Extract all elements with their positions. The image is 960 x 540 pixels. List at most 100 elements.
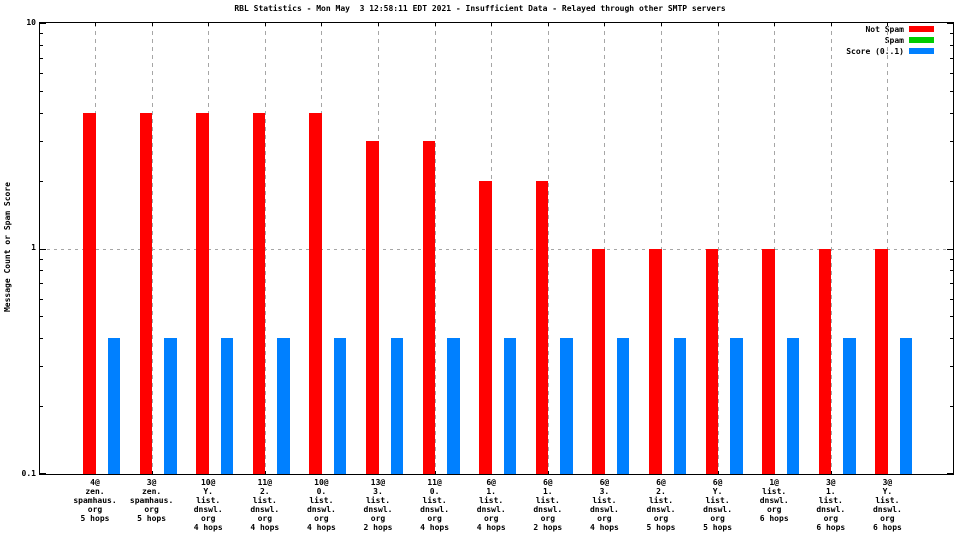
y-axis-tick: [950, 73, 953, 75]
x-axis-tick: [491, 471, 493, 474]
bar-score-0-1-: [616, 338, 630, 474]
x-tick-label-line: dnswl.: [759, 496, 789, 505]
legend-entry-score: Score (0..1): [846, 46, 934, 56]
legend-label-score: Score (0..1): [846, 46, 904, 56]
bar-score-0-1-: [220, 338, 234, 474]
x-axis-tick: [547, 471, 549, 474]
x-tick-label: 3@ 1. list. dnswl. org 6 hops: [798, 478, 864, 532]
x-axis-tick: [774, 23, 776, 26]
legend-entry-not-spam: Not Spam: [846, 24, 934, 34]
y-tick-label-0.1: 0.1: [21, 469, 36, 478]
x-tick-label-line: 3.: [599, 487, 610, 496]
x-axis-tick: [321, 471, 323, 474]
x-tick-label-line: list.: [818, 496, 843, 505]
x-axis-tick: [887, 471, 889, 474]
bar-not-spam: [309, 112, 322, 474]
x-tick-label-line: dnswl.: [306, 505, 336, 514]
y-axis-tick: [40, 73, 43, 75]
x-tick-label-line: dnswl.: [816, 505, 846, 514]
y-axis-tick: [950, 57, 953, 59]
x-tick-label: 3@ zen. spamhaus. org 5 hops: [119, 478, 185, 523]
legend-label-spam: Spam: [884, 35, 904, 45]
y-tick-label-10: 10: [26, 18, 36, 27]
x-tick-label-line: 4 hops: [420, 523, 450, 532]
x-tick-label-line: 4 hops: [476, 523, 506, 532]
x-axis-tick: [378, 471, 379, 474]
x-axis-tick: [151, 471, 153, 474]
bar-not-spam: [196, 112, 209, 474]
x-tick-label-line: 5 hops: [703, 523, 733, 532]
bar-score-0-1-: [390, 338, 403, 474]
x-tick-label: 6@ 1. list. dnswl. org 2 hops: [515, 478, 581, 532]
x-tick-label-line: 4 hops: [193, 523, 223, 532]
bar-score-0-1-: [164, 338, 177, 474]
x-tick-label-line: 6@: [542, 478, 553, 487]
x-axis-tick: [208, 471, 210, 474]
bar-score-0-1-: [673, 338, 686, 474]
x-tick-label-line: org: [144, 505, 159, 514]
x-tick-label-line: org: [597, 514, 612, 523]
y-axis-tick: [40, 473, 46, 474]
x-tick-label-line: dnswl.: [589, 505, 619, 514]
x-tick-label-line: dnswl.: [703, 505, 733, 514]
x-tick-label: 6@ 1. list. dnswl. org 4 hops: [458, 478, 524, 532]
legend: Not Spam Spam Score (0..1): [846, 24, 934, 56]
x-tick-label-line: 6 hops: [816, 523, 846, 532]
bar-score-0-1-: [730, 338, 743, 474]
x-tick-label-line: 1.: [486, 487, 496, 496]
x-tick-label: 10@ 0. list. dnswl. org 4 hops: [288, 478, 354, 532]
x-tick-label-line: dnswl.: [250, 505, 280, 514]
x-axis-tick: [95, 471, 96, 474]
bar-not-spam: [252, 112, 266, 474]
y-axis-tick: [950, 90, 953, 92]
x-tick-label-line: dnswl.: [363, 505, 393, 514]
x-tick-label-line: org: [314, 514, 329, 523]
x-tick-label: 6@ 2. list. dnswl. org 5 hops: [628, 478, 694, 532]
x-tick-label-line: 1@: [769, 478, 779, 487]
x-axis-tick: [604, 471, 606, 474]
x-tick-label-line: 6@: [712, 478, 723, 487]
bar-not-spam: [649, 248, 662, 474]
legend-entry-spam: Spam: [846, 35, 934, 45]
x-tick-label-line: 2.: [656, 487, 666, 496]
x-tick-label-line: org: [766, 505, 782, 514]
x-tick-label-line: list.: [196, 496, 221, 505]
x-axis-tick: [208, 23, 210, 26]
x-tick-label-line: 2 hops: [363, 523, 393, 532]
y-axis-tick: [950, 406, 953, 408]
x-tick-label-line: 2.: [259, 487, 270, 496]
x-tick-label-line: 10@: [314, 478, 329, 487]
bar-not-spam: [762, 248, 775, 474]
x-tick-label-line: dnswl.: [193, 505, 223, 514]
x-tick-label-line: 6 hops: [759, 514, 789, 523]
y-axis-tick: [40, 338, 43, 340]
bar-not-spam: [479, 180, 492, 474]
x-tick-label-line: org: [823, 514, 839, 523]
y-axis-tick: [40, 270, 43, 272]
y-axis-tick: [40, 140, 43, 142]
x-tick-label-line: 6@: [486, 478, 496, 487]
x-axis-tick: [434, 23, 436, 26]
y-axis-tick: [950, 338, 953, 340]
bar-not-spam: [422, 140, 436, 474]
x-tick-label-line: 3@: [146, 478, 157, 487]
x-axis-tick: [717, 23, 719, 26]
x-tick-label-line: zen.: [141, 487, 162, 496]
x-tick-label-line: 5 hops: [137, 514, 167, 523]
y-axis-tick: [40, 33, 43, 35]
legend-label-not-spam: Not Spam: [865, 24, 904, 34]
y-axis-tick: [950, 270, 953, 272]
x-tick-label-line: org: [427, 514, 442, 523]
x-tick-label-line: dnswl.: [476, 505, 506, 514]
x-tick-label-line: list.: [309, 496, 334, 505]
x-tick-label-line: spamhaus.: [73, 496, 117, 505]
legend-swatch-score-icon: [909, 48, 934, 54]
x-axis-tick: [604, 23, 606, 26]
x-tick-label-line: Y.: [882, 487, 893, 496]
x-axis-tick: [491, 23, 493, 26]
x-tick-label-line: org: [370, 514, 386, 523]
x-tick-label-line: list.: [592, 496, 617, 505]
bar-score-0-1-: [447, 338, 460, 474]
y-axis-tick: [40, 316, 43, 318]
